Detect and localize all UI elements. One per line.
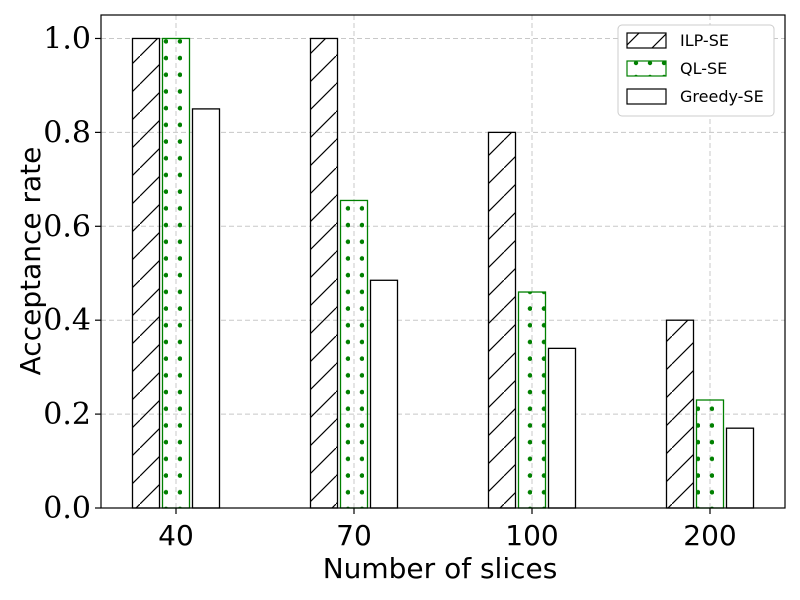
y-tick-label: 1.0 — [43, 21, 91, 56]
bar-greedy-se-70 — [369, 279, 399, 509]
x-tick-label: 70 — [336, 519, 372, 552]
legend-item-ql-se: QL-SE — [626, 59, 727, 78]
legend-item-greedy-se: Greedy-SE — [626, 87, 764, 106]
bar-ilp-se-100 — [487, 131, 517, 509]
legend: ILP-SE QL-SE Greedy-SE — [617, 24, 775, 117]
y-tick-label: 0.4 — [43, 303, 91, 338]
legend-swatch-ql-se — [626, 60, 667, 77]
bar-ql-se-100 — [517, 291, 547, 509]
bar-ql-se-200 — [695, 399, 725, 509]
x-tick-label: 100 — [505, 519, 558, 552]
x-axis-label: Number of slices — [323, 552, 558, 585]
bar-greedy-se-100 — [547, 347, 577, 509]
bar-greedy-se-40 — [191, 108, 221, 509]
legend-label-greedy-se: Greedy-SE — [680, 87, 764, 106]
y-tick-label: 0.8 — [43, 115, 91, 150]
bar-ql-se-40 — [161, 37, 191, 509]
y-axis-label: Acceptance rate — [14, 147, 47, 376]
bar-ilp-se-200 — [665, 319, 695, 509]
x-tick-label: 40 — [158, 519, 194, 552]
bar-ql-se-70 — [339, 199, 369, 509]
plot-frame — [100, 14, 786, 509]
y-tick-label: 0.0 — [43, 491, 91, 526]
legend-label-ql-se: QL-SE — [680, 59, 727, 78]
bar-ilp-se-40 — [131, 37, 161, 509]
y-tick-label: 0.2 — [43, 397, 91, 432]
legend-swatch-ilp-se — [626, 32, 667, 49]
legend-item-ilp-se: ILP-SE — [626, 31, 729, 50]
axis-ticks: 40 70 100 200 0.0 0.2 0.4 0.6 0.8 1.0 — [43, 21, 736, 552]
bar-greedy-se-200 — [725, 427, 755, 509]
legend-label-ilp-se: ILP-SE — [680, 31, 729, 50]
x-tick-label: 200 — [683, 519, 736, 552]
legend-swatch-greedy-se — [626, 88, 667, 105]
bars — [131, 37, 755, 509]
bar-ilp-se-70 — [309, 37, 339, 509]
y-tick-label: 0.6 — [43, 209, 91, 244]
